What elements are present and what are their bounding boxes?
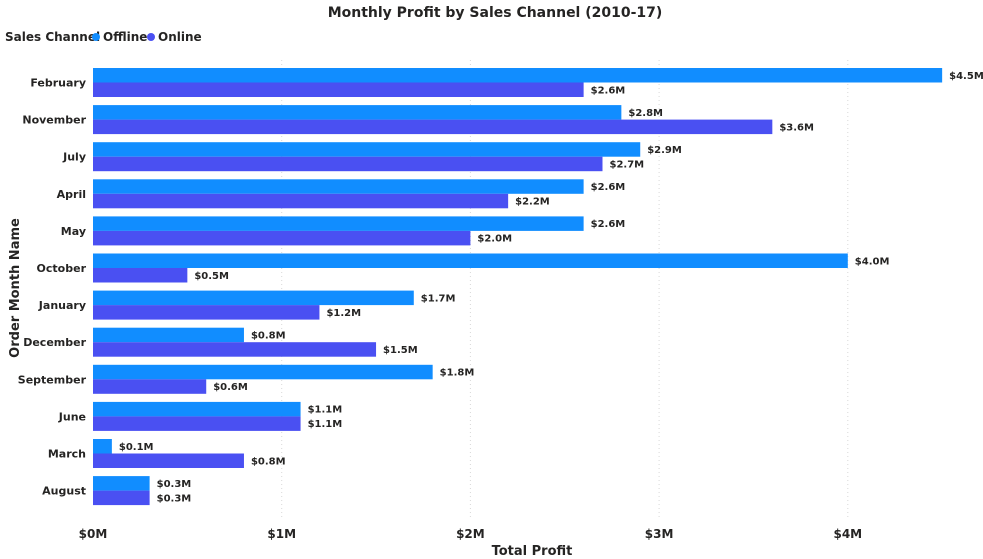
data-label-offline: $4.5M — [949, 71, 983, 82]
bar-offline[interactable] — [93, 216, 584, 231]
bar-online[interactable] — [93, 268, 188, 283]
data-label-offline: $1.1M — [308, 405, 343, 416]
bar-online[interactable] — [93, 156, 603, 172]
data-label-online: $2.6M — [591, 85, 626, 96]
legend-marker-online[interactable] — [147, 33, 155, 41]
bar-online[interactable] — [93, 379, 207, 394]
data-labels: $4.5M $2.6M $2.8M $3.6M $2.9M$2.7M $2.6M $2.2M… — [119, 71, 983, 505]
bar-online[interactable] — [93, 119, 773, 135]
data-label-offline: $0.1M — [119, 442, 154, 453]
data-label-offline: $2.6M — [591, 219, 626, 230]
data-label-online: $1.5M — [383, 345, 418, 356]
data-label-online: $3.6M — [779, 122, 814, 133]
category-label: August — [42, 485, 86, 498]
x-tick-label: $2M — [456, 527, 485, 541]
legend-marker-offline[interactable] — [92, 33, 100, 41]
category-axis: February November July April May October Janua… — [18, 77, 87, 498]
category-label: July — [62, 151, 86, 164]
legend-label-offline[interactable]: Offline — [103, 30, 147, 44]
category-label: March — [48, 448, 86, 461]
bar-online[interactable] — [93, 490, 150, 506]
bar-online[interactable] — [93, 193, 509, 209]
data-label-online: $0.8M — [251, 456, 286, 467]
bar-online[interactable] — [93, 230, 471, 246]
data-label-online: $1.1M — [308, 419, 343, 430]
x-tick-label: $4M — [833, 527, 862, 541]
data-label-online: $2.0M — [477, 234, 512, 245]
bar-offline[interactable] — [93, 179, 584, 194]
bar-online[interactable] — [93, 305, 320, 320]
bar-online[interactable] — [93, 342, 377, 357]
x-tick-label: $3M — [645, 527, 674, 541]
data-label-online: $1.2M — [326, 308, 361, 319]
gridlines — [281, 60, 849, 518]
bar-online[interactable] — [93, 416, 301, 431]
category-label: November — [22, 114, 86, 127]
category-label: May — [61, 225, 86, 238]
data-label-offline: $0.3M — [157, 479, 192, 490]
bars — [93, 68, 943, 506]
data-label-offline: $2.6M — [591, 182, 626, 193]
category-label: February — [30, 77, 86, 90]
data-label-offline: $2.9M — [647, 145, 682, 156]
bar-offline[interactable] — [93, 439, 112, 454]
data-label-online: $0.6M — [213, 382, 248, 393]
category-label: October — [37, 262, 87, 275]
data-label-offline: $4.0M — [855, 256, 890, 267]
category-label: September — [18, 373, 87, 386]
bar-offline[interactable] — [93, 105, 622, 120]
x-axis-title: Total Profit — [492, 544, 573, 559]
category-label: April — [57, 188, 86, 201]
bar-offline[interactable] — [93, 364, 433, 380]
bar-offline[interactable] — [93, 68, 943, 83]
bar-offline[interactable] — [93, 327, 244, 343]
value-axis: $0M $1M $2M $3M $4M — [79, 527, 862, 541]
x-tick-label: $1M — [267, 527, 296, 541]
legend-label-online[interactable]: Online — [158, 30, 202, 44]
y-axis-title: Order Month Name — [8, 218, 23, 358]
category-label: December — [23, 336, 86, 349]
category-label: January — [38, 299, 86, 312]
data-label-online: $2.2M — [515, 197, 550, 208]
data-label-online: $2.7M — [609, 159, 644, 170]
data-label-online: $0.3M — [157, 493, 192, 504]
legend-title: Sales Channel — [5, 30, 100, 44]
data-label-offline: $2.8M — [628, 108, 663, 119]
bar-online[interactable] — [93, 453, 244, 469]
bar-online[interactable] — [93, 82, 584, 98]
chart-title: Monthly Profit by Sales Channel (2010-17… — [328, 5, 663, 21]
data-label-offline: $1.7M — [421, 293, 456, 304]
data-label-offline: $0.8M — [251, 330, 286, 341]
data-label-offline: $1.8M — [440, 368, 475, 379]
bar-offline[interactable] — [93, 253, 848, 269]
bar-offline[interactable] — [93, 401, 301, 417]
bar-offline[interactable] — [93, 142, 641, 157]
data-label-online: $0.5M — [194, 271, 229, 282]
bar-offline[interactable] — [93, 476, 150, 491]
x-tick-label: $0M — [79, 527, 108, 541]
category-label: June — [58, 410, 86, 423]
bar-offline[interactable] — [93, 290, 414, 306]
legend: Sales Channel Offline Online — [5, 30, 202, 44]
